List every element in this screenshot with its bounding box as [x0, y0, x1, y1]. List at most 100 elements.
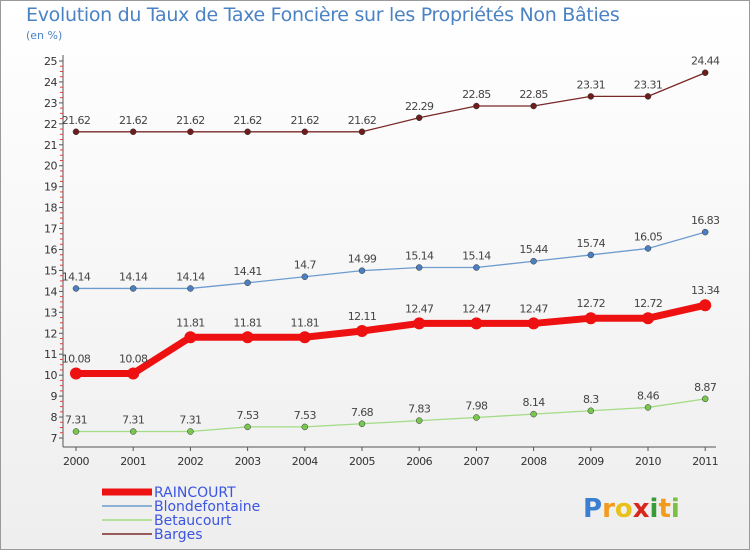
data-label-betaucourt: 7.98 — [465, 399, 488, 412]
x-tick-label: 2011 — [692, 455, 718, 468]
x-tick-label: 2010 — [635, 455, 661, 468]
data-point-raincourt — [184, 331, 197, 344]
data-label-raincourt: 12.72 — [577, 297, 606, 310]
data-point-raincourt — [413, 317, 426, 330]
data-point-barges — [244, 128, 251, 136]
data-label-barges: 21.62 — [176, 114, 205, 127]
data-label-betaucourt: 7.53 — [237, 409, 260, 422]
y-tick-label: 19 — [44, 181, 57, 194]
data-label-betaucourt: 8.46 — [637, 389, 660, 402]
data-point-blondefontaine — [129, 285, 137, 292]
x-tick-label: 2008 — [521, 455, 547, 468]
unit-label: (en %) — [26, 29, 63, 42]
y-tick-label: 12 — [44, 327, 57, 340]
data-point-raincourt — [584, 312, 597, 325]
data-point-raincourt — [642, 312, 654, 325]
data-point-betaucourt — [530, 410, 537, 418]
data-point-raincourt — [298, 331, 311, 344]
legend-label-raincourt: RAINCOURT — [154, 485, 236, 501]
data-point-betaucourt — [244, 423, 251, 431]
data-point-raincourt — [699, 299, 712, 312]
data-point-blondefontaine — [301, 273, 309, 280]
x-tick-label: 2001 — [120, 455, 146, 468]
data-label-blondefontaine: 14.7 — [294, 259, 317, 272]
data-label-blondefontaine: 15.14 — [405, 250, 434, 263]
y-tick-label: 10 — [44, 369, 57, 382]
data-label-betaucourt: 7.68 — [351, 406, 374, 419]
y-tick-label: 25 — [44, 55, 57, 68]
data-label-barges: 21.62 — [119, 114, 148, 127]
data-label-betaucourt: 8.3 — [583, 393, 599, 406]
data-label-raincourt: 10.08 — [119, 352, 148, 365]
data-point-blondefontaine — [701, 228, 709, 236]
data-label-raincourt: 11.81 — [176, 316, 205, 329]
x-tick-label: 2009 — [578, 455, 604, 468]
data-label-blondefontaine: 15.44 — [519, 243, 548, 256]
y-tick-label: 22 — [44, 118, 57, 131]
data-point-blondefontaine — [587, 251, 595, 259]
data-point-blondefontaine — [530, 257, 537, 265]
data-point-betaucourt — [415, 417, 423, 424]
data-label-raincourt: 11.81 — [233, 316, 262, 329]
data-label-blondefontaine: 16.83 — [691, 214, 720, 227]
y-tick-label: 17 — [44, 223, 57, 236]
data-label-barges: 21.62 — [348, 114, 377, 127]
data-label-blondefontaine: 14.99 — [348, 253, 377, 266]
data-label-raincourt: 10.08 — [62, 352, 91, 365]
y-tick-label: 7 — [51, 432, 58, 445]
data-point-betaucourt — [129, 428, 137, 435]
x-tick-label: 2007 — [463, 455, 489, 468]
x-tick-label: 2002 — [177, 455, 203, 468]
data-point-blondefontaine — [415, 264, 423, 271]
data-label-barges: 21.62 — [233, 114, 262, 127]
data-label-barges: 23.31 — [577, 78, 606, 91]
data-label-barges: 21.62 — [62, 114, 91, 127]
data-point-barges — [473, 102, 480, 110]
data-label-blondefontaine: 14.41 — [233, 265, 262, 278]
data-point-blondefontaine — [187, 285, 194, 292]
y-tick-label: 8 — [51, 411, 58, 424]
x-tick-label: 2005 — [349, 455, 375, 468]
data-point-raincourt — [470, 317, 483, 330]
data-label-raincourt: 12.47 — [519, 302, 548, 315]
x-tick-label: 2006 — [406, 455, 432, 468]
data-point-betaucourt — [701, 395, 709, 403]
data-label-raincourt: 12.47 — [462, 302, 491, 315]
data-label-blondefontaine: 14.14 — [119, 270, 148, 283]
data-point-betaucourt — [473, 414, 480, 421]
data-label-betaucourt: 7.31 — [179, 414, 201, 427]
data-point-barges — [587, 93, 595, 100]
y-tick-label: 21 — [44, 139, 57, 152]
data-label-barges: 22.29 — [405, 100, 434, 113]
y-tick-label: 9 — [51, 390, 58, 403]
data-point-betaucourt — [587, 407, 595, 415]
x-tick-label: 2000 — [63, 455, 89, 468]
data-label-blondefontaine: 14.14 — [176, 270, 205, 283]
data-label-betaucourt: 7.31 — [65, 414, 87, 427]
series-line-raincourt — [72, 301, 709, 377]
data-point-betaucourt — [301, 423, 309, 431]
data-label-barges: 24.44 — [691, 55, 720, 68]
series-group — [70, 69, 712, 435]
data-label-betaucourt: 8.14 — [523, 396, 546, 409]
data-label-betaucourt: 7.31 — [122, 414, 144, 427]
legend-label-blondefontaine: Blondefontaine — [154, 499, 260, 515]
data-point-barges — [701, 69, 709, 76]
data-label-barges: 22.85 — [462, 88, 491, 101]
data-point-barges — [72, 128, 80, 136]
data-labels: 21.62 21.62 21.62 21.62 21.62 21.62 22.29 22.85… — [62, 55, 721, 427]
data-point-barges — [358, 128, 366, 136]
data-label-barges: 21.62 — [291, 114, 320, 127]
data-point-blondefontaine — [644, 245, 652, 252]
proxiti-logo: Proxiti — [583, 494, 680, 524]
data-label-barges: 22.85 — [519, 88, 548, 101]
data-point-blondefontaine — [473, 264, 480, 271]
legend-label-betaucourt: Betaucourt — [154, 513, 232, 529]
data-label-barges: 23.31 — [634, 78, 663, 91]
data-point-raincourt — [70, 367, 82, 380]
data-label-blondefontaine: 14.14 — [62, 270, 91, 283]
data-point-barges — [187, 128, 194, 136]
